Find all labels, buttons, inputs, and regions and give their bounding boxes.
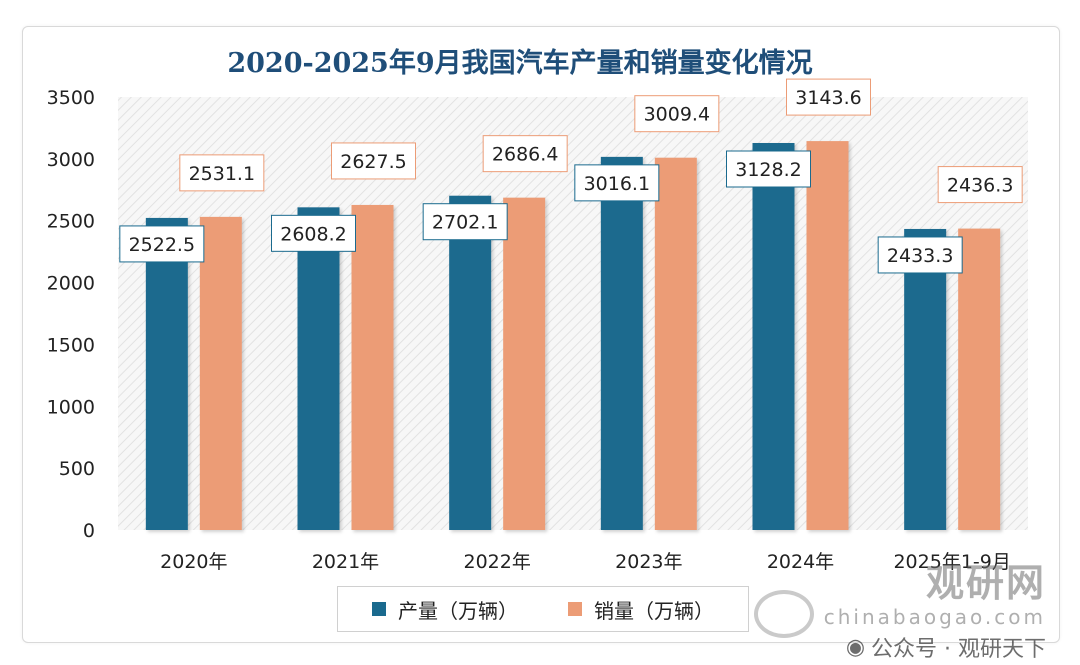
data-label-box bbox=[119, 225, 205, 263]
data-label-text: 3143.6 bbox=[795, 87, 861, 109]
data-label-box bbox=[422, 203, 508, 241]
data-label-text: 3128.2 bbox=[735, 159, 801, 181]
data-label-production: 3016.1 bbox=[574, 164, 660, 202]
data-label-text: 2702.1 bbox=[432, 212, 498, 234]
data-label-production: 3128.2 bbox=[726, 150, 811, 188]
legend-label-sales: 销量（万辆） bbox=[594, 598, 714, 623]
y-tick-label: 2500 bbox=[47, 211, 95, 233]
y-tick-label: 1500 bbox=[47, 334, 95, 356]
data-label-production: 2608.2 bbox=[271, 214, 356, 252]
data-label-production: 2522.5 bbox=[119, 225, 205, 263]
x-tick-label: 2024年 bbox=[767, 551, 834, 573]
x-tick-label: 2021年 bbox=[312, 551, 379, 573]
data-label-box bbox=[937, 166, 1023, 204]
y-tick-label: 0 bbox=[83, 520, 95, 542]
legend-swatch-production bbox=[372, 602, 386, 616]
data-label-box bbox=[179, 154, 265, 192]
y-tick-label: 2000 bbox=[47, 273, 95, 295]
data-label-box bbox=[634, 95, 720, 133]
data-label-box bbox=[877, 236, 963, 274]
bar-production bbox=[752, 142, 795, 530]
y-axis: 0 500 1000 1500 2000 2500 3000 3500 bbox=[47, 87, 95, 542]
y-tick-label: 3000 bbox=[47, 149, 95, 171]
data-label-text: 2608.2 bbox=[280, 223, 346, 245]
watermark-brand: 观研网 bbox=[925, 561, 1046, 605]
data-label-text: 2686.4 bbox=[492, 144, 558, 166]
data-label-text: 2433.3 bbox=[887, 245, 953, 267]
data-label-box bbox=[574, 164, 660, 202]
bar-sales bbox=[654, 157, 697, 531]
x-axis: 2020年 2021年 2022年 2023年 2024年 2025年1-9月 bbox=[160, 551, 1011, 573]
data-label-box bbox=[726, 150, 811, 188]
legend: 产量（万辆） 销量（万辆） bbox=[337, 586, 749, 632]
data-label-text: 3016.1 bbox=[584, 173, 650, 195]
bar-sales bbox=[806, 141, 849, 530]
bar-sales bbox=[351, 204, 394, 530]
legend-item-production: 产量（万辆） bbox=[372, 595, 518, 624]
data-label-box bbox=[482, 135, 568, 173]
bar-production bbox=[145, 217, 188, 530]
data-label-text: 2627.5 bbox=[340, 151, 406, 173]
y-tick-label: 3500 bbox=[47, 87, 95, 109]
x-tick-label: 2022年 bbox=[463, 551, 530, 573]
bar-production bbox=[297, 207, 340, 530]
bar-sales bbox=[199, 216, 242, 531]
bar-sales bbox=[958, 228, 1001, 530]
data-label-production: 2702.1 bbox=[422, 203, 508, 241]
legend-label-production: 产量（万辆） bbox=[398, 598, 518, 623]
bar-production bbox=[600, 156, 643, 530]
watermark-url: chinabaogao.com bbox=[823, 605, 1046, 629]
bar-sales bbox=[503, 197, 546, 531]
data-label-sales: 3009.4 bbox=[634, 95, 720, 133]
data-label-text: 2531.1 bbox=[189, 163, 255, 185]
bars bbox=[145, 141, 1001, 531]
watermark-wechat: ◉ 公众号 · 观研天下 bbox=[824, 631, 1046, 663]
data-label-box bbox=[786, 78, 871, 116]
plot-area bbox=[118, 97, 1028, 530]
bar-production bbox=[449, 195, 492, 531]
y-tick-label: 500 bbox=[59, 458, 95, 480]
x-tick-label: 2020年 bbox=[160, 551, 227, 573]
data-label-box bbox=[331, 142, 416, 180]
data-label-sales: 2436.3 bbox=[937, 166, 1023, 204]
data-label-sales: 2531.1 bbox=[179, 154, 265, 192]
data-label-text: 2522.5 bbox=[129, 234, 195, 256]
data-label-box bbox=[271, 214, 356, 252]
x-tick-label: 2025年1-9月 bbox=[893, 551, 1010, 573]
y-tick-label: 1000 bbox=[47, 396, 95, 418]
data-label-text: 2436.3 bbox=[947, 175, 1013, 197]
data-label-sales: 2686.4 bbox=[482, 135, 568, 173]
legend-item-sales: 销量（万辆） bbox=[568, 595, 714, 624]
chart-title: 2020-2025年9月我国汽车产量和销量变化情况 bbox=[227, 47, 812, 79]
data-label-sales: 2627.5 bbox=[331, 142, 416, 180]
wechat-icon: ◉ bbox=[845, 634, 866, 660]
data-label-production: 2433.3 bbox=[877, 236, 963, 274]
data-labels: 2522.5 2531.1 2608.2 2627.5 2702.1 2686.4 3016… bbox=[119, 78, 1023, 274]
watermark-logo-icon bbox=[753, 590, 814, 638]
data-label-sales: 3143.6 bbox=[786, 78, 871, 116]
watermark-wechat-text: 公众号 · 观研天下 bbox=[871, 637, 1046, 662]
legend-swatch-sales bbox=[568, 602, 582, 616]
x-tick-label: 2023年 bbox=[615, 551, 682, 573]
watermark: 观研网 chinabaogao.com ◉ 公众号 · 观研天下 bbox=[753, 552, 1046, 663]
data-label-text: 3009.4 bbox=[644, 104, 710, 126]
bar-production bbox=[904, 228, 947, 530]
